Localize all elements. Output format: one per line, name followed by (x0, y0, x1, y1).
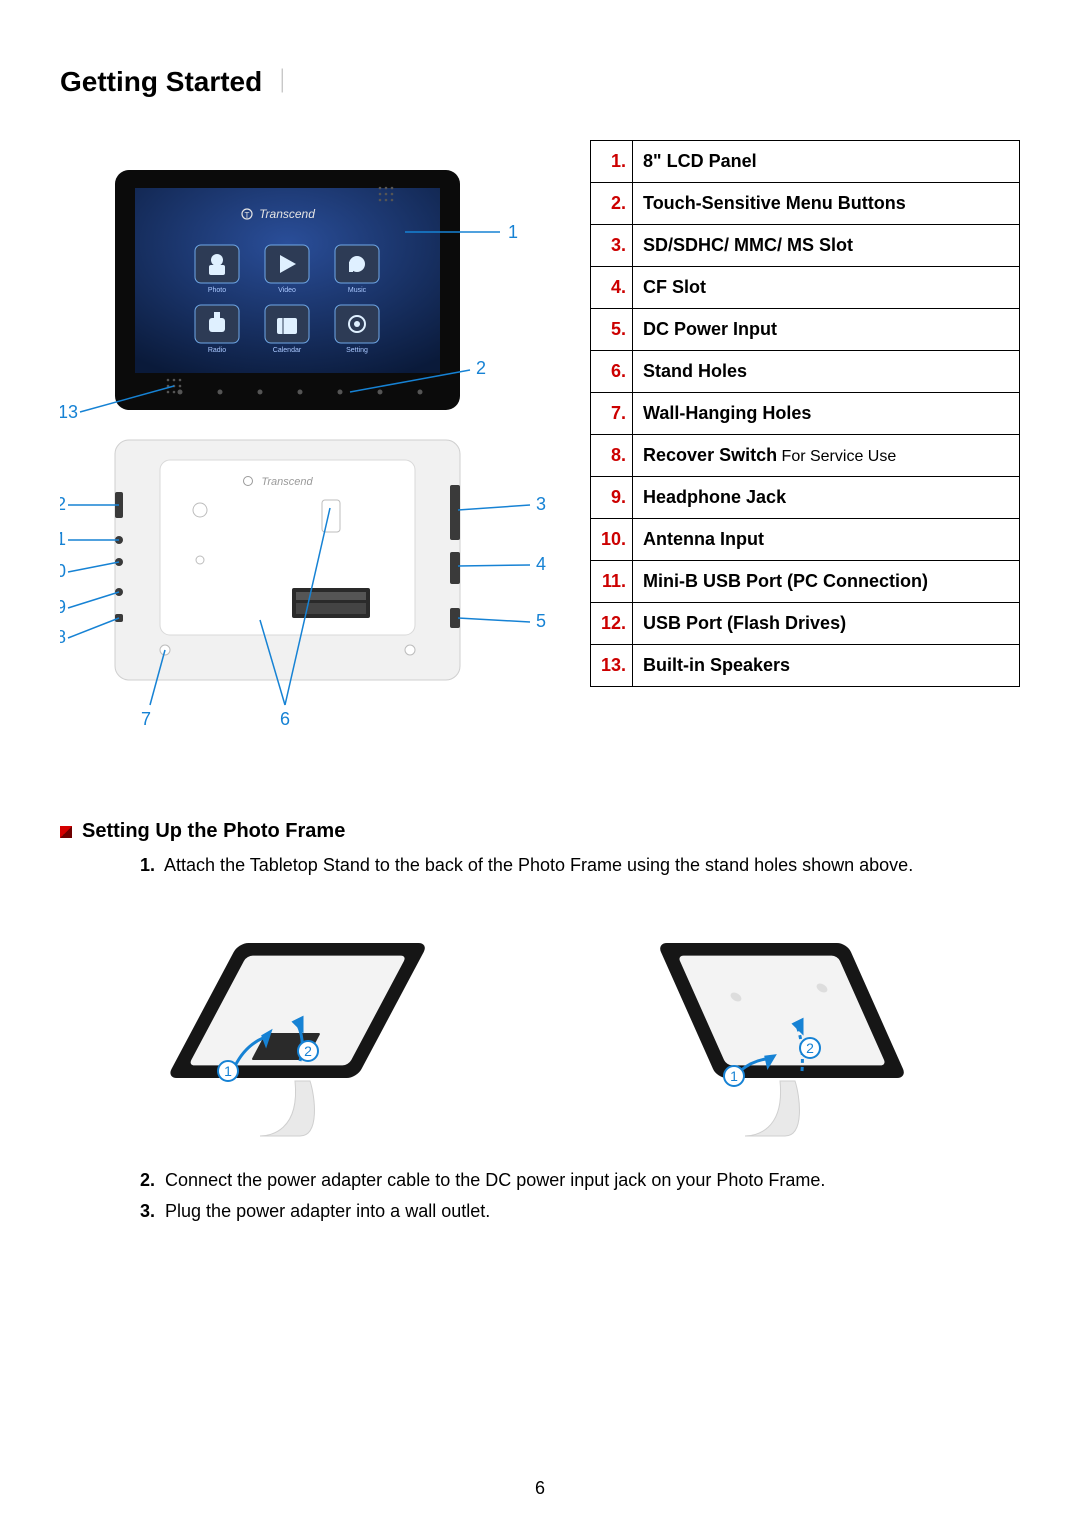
callout-6: 6 (280, 709, 290, 729)
table-row: 4.CF Slot (591, 267, 1020, 309)
part-number: 7. (591, 393, 633, 435)
part-label: Recover Switch For Service Use (633, 435, 1020, 477)
part-number: 12. (591, 603, 633, 645)
callout-11: 11 (60, 529, 66, 549)
part-label: 8" LCD Panel (633, 141, 1020, 183)
part-number: 11. (591, 561, 633, 603)
part-label: USB Port (Flash Drives) (633, 603, 1020, 645)
part-number: 4. (591, 267, 633, 309)
bullet-icon (60, 826, 72, 838)
title-divider: ︱ (268, 66, 296, 97)
svg-text:1: 1 (730, 1068, 738, 1084)
callout-4: 4 (536, 554, 546, 574)
device-diagram: Transcend T (60, 140, 580, 750)
step-3: 3. Plug the power adapter into a wall ou… (140, 1201, 1020, 1222)
part-label: Headphone Jack (633, 477, 1020, 519)
table-row: 12.USB Port (Flash Drives) (591, 603, 1020, 645)
callout-2: 2 (476, 358, 486, 378)
callout-8: 8 (60, 627, 66, 647)
callout-3: 3 (536, 494, 546, 514)
step-2: 2. Connect the power adapter cable to th… (140, 1170, 1020, 1191)
part-label: SD/SDHC/ MMC/ MS Slot (633, 225, 1020, 267)
page-title-text: Getting Started (60, 66, 262, 97)
callout-1: 1 (508, 222, 518, 242)
table-row: 11.Mini-B USB Port (PC Connection) (591, 561, 1020, 603)
callout-10: 10 (60, 561, 66, 581)
table-row: 5.DC Power Input (591, 309, 1020, 351)
table-row: 3.SD/SDHC/ MMC/ MS Slot (591, 225, 1020, 267)
table-row: 1.8" LCD Panel (591, 141, 1020, 183)
table-row: 9.Headphone Jack (591, 477, 1020, 519)
brand-text: Transcend (259, 207, 315, 221)
svg-text:1: 1 (224, 1063, 232, 1079)
section-title: Setting Up the Photo Frame (82, 820, 345, 843)
part-number: 1. (591, 141, 633, 183)
part-label: Touch-Sensitive Menu Buttons (633, 183, 1020, 225)
part-label: Antenna Input (633, 519, 1020, 561)
part-number: 8. (591, 435, 633, 477)
callout-13: 13 (60, 402, 78, 422)
page-number: 6 (0, 1478, 1080, 1499)
callout-9: 9 (60, 597, 66, 617)
part-number: 6. (591, 351, 633, 393)
part-number: 10. (591, 519, 633, 561)
part-label: DC Power Input (633, 309, 1020, 351)
section-heading: Setting Up the Photo Frame (60, 820, 1020, 843)
part-label: Stand Holes (633, 351, 1020, 393)
parts-table: 1.8" LCD Panel2.Touch-Sensitive Menu But… (590, 140, 1020, 687)
table-row: 8.Recover Switch For Service Use (591, 435, 1020, 477)
svg-text:Music: Music (348, 287, 367, 294)
instruction-photos: 1 2 (60, 896, 1020, 1146)
callout-5: 5 (536, 611, 546, 631)
photo-right: 1 2 (630, 896, 930, 1146)
part-label: Mini-B USB Port (PC Connection) (633, 561, 1020, 603)
table-row: 10.Antenna Input (591, 519, 1020, 561)
step-1: 1. Attach the Tabletop Stand to the back… (140, 855, 1020, 876)
part-number: 3. (591, 225, 633, 267)
svg-text:Photo: Photo (208, 287, 226, 294)
svg-text:Radio: Radio (208, 347, 226, 354)
part-number: 13. (591, 645, 633, 687)
table-row: 7.Wall-Hanging Holes (591, 393, 1020, 435)
callout-12: 12 (60, 494, 66, 514)
table-row: 2.Touch-Sensitive Menu Buttons (591, 183, 1020, 225)
part-number: 9. (591, 477, 633, 519)
part-number: 5. (591, 309, 633, 351)
part-number: 2. (591, 183, 633, 225)
part-label: Built-in Speakers (633, 645, 1020, 687)
part-label: CF Slot (633, 267, 1020, 309)
svg-text:Setting: Setting (346, 347, 368, 354)
svg-text:2: 2 (806, 1040, 814, 1056)
page-title: Getting Started︱ (60, 60, 1020, 100)
svg-text:T: T (245, 211, 250, 220)
brand-text-back: Transcend (261, 476, 313, 488)
svg-text:2: 2 (304, 1043, 312, 1059)
photo-left: 1 2 (150, 896, 450, 1146)
svg-text:Video: Video (278, 287, 296, 294)
part-label: Wall-Hanging Holes (633, 393, 1020, 435)
table-row: 13.Built-in Speakers (591, 645, 1020, 687)
table-row: 6.Stand Holes (591, 351, 1020, 393)
callout-7: 7 (141, 709, 151, 729)
svg-text:Calendar: Calendar (273, 347, 302, 354)
